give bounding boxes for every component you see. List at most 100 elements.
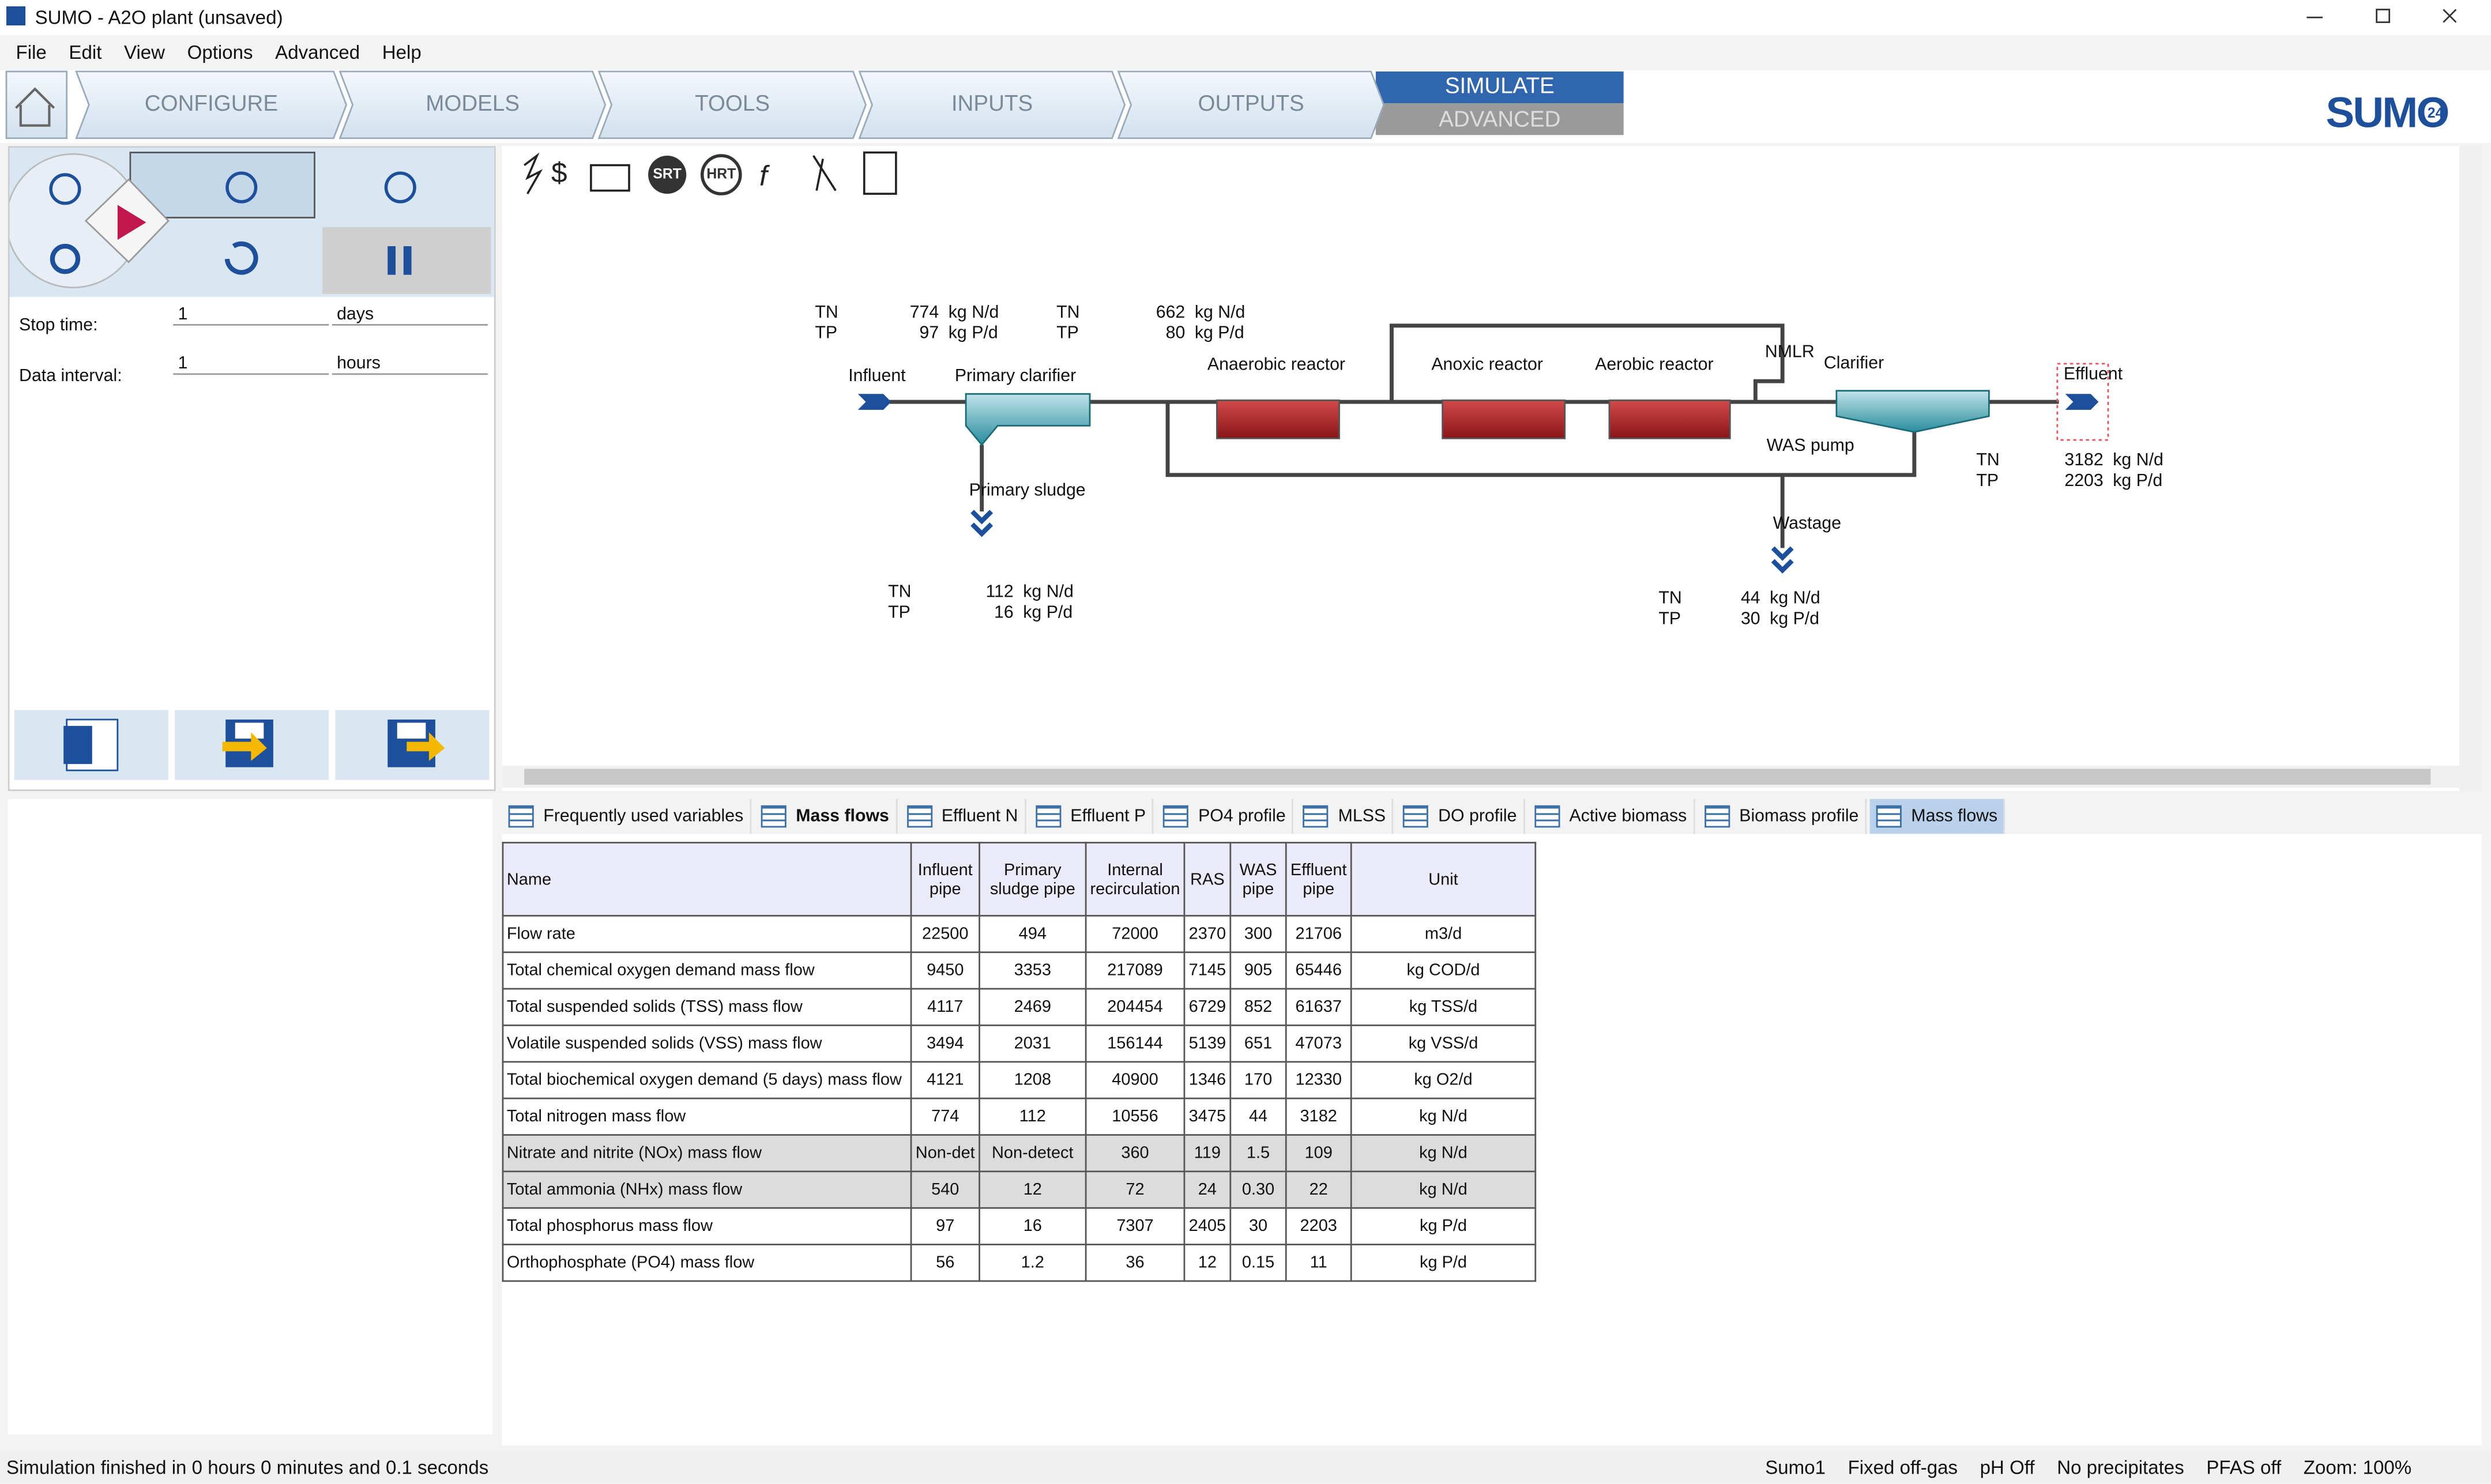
window-title: SUMO - A2O plant (unsaved) bbox=[35, 6, 283, 29]
header-cell: WAS pipe bbox=[1229, 842, 1287, 917]
tab-label: INPUTS bbox=[951, 91, 1033, 116]
menu-item[interactable]: File bbox=[16, 41, 47, 64]
tab-icon bbox=[508, 805, 534, 828]
tab[interactable] bbox=[338, 70, 607, 140]
table-cell: Flow rate bbox=[502, 914, 912, 954]
table-cell: kg P/d bbox=[1350, 1244, 1537, 1282]
stop-unit-select[interactable]: days bbox=[332, 304, 488, 326]
status-item: No precipitates bbox=[2057, 1456, 2184, 1479]
tab-label: MLSS bbox=[1338, 807, 1386, 826]
header-cell: Name bbox=[502, 842, 912, 917]
table-cell: 112 bbox=[979, 1097, 1087, 1136]
logo-text: SUMO bbox=[2326, 89, 2449, 137]
mass-box-text: 3182 bbox=[2064, 450, 2103, 469]
status-item: Sumo1 bbox=[1765, 1456, 1826, 1479]
status-item: Fixed off-gas bbox=[1847, 1456, 1958, 1479]
table-cell: 1.2 bbox=[979, 1244, 1087, 1282]
table-cell: 12330 bbox=[1285, 1061, 1352, 1099]
table-cell: 12 bbox=[1183, 1244, 1232, 1282]
table-cell: 3182 bbox=[1285, 1097, 1352, 1136]
result-tab[interactable]: Biomass profile bbox=[1698, 799, 1867, 834]
mass-box-text: 774 bbox=[910, 303, 939, 322]
table-cell: 170 bbox=[1229, 1061, 1287, 1099]
table-cell: Total suspended solids (TSS) mass flow bbox=[502, 988, 912, 1026]
interval-input[interactable]: 1 bbox=[173, 354, 329, 375]
result-tab[interactable]: PO4 profile bbox=[1157, 799, 1294, 834]
table-cell: 4117 bbox=[910, 988, 980, 1026]
table-cell: 10556 bbox=[1085, 1097, 1186, 1136]
menu-item[interactable]: Advanced bbox=[275, 41, 360, 64]
tab[interactable] bbox=[75, 70, 348, 140]
tab[interactable] bbox=[1117, 70, 1385, 140]
table-cell: 7307 bbox=[1085, 1207, 1186, 1245]
result-tab[interactable]: Effluent N bbox=[900, 799, 1026, 834]
result-tab[interactable]: DO profile bbox=[1397, 799, 1525, 834]
tab-label: SIMULATE bbox=[1445, 74, 1555, 99]
sim-controls[interactable] bbox=[9, 148, 494, 307]
tab-label: DO profile bbox=[1438, 807, 1517, 826]
table-cell: Total phosphorus mass flow bbox=[502, 1207, 912, 1245]
result-tab[interactable]: MLSS bbox=[1297, 799, 1394, 834]
tab[interactable] bbox=[597, 70, 867, 140]
interval-unit-select[interactable]: hours bbox=[332, 354, 488, 375]
table-row: Flow rate 22500 494 72000 2370 300 21706 m3/d bbox=[502, 914, 1537, 954]
result-tab[interactable]: Mass flows bbox=[1869, 799, 2006, 834]
menu-bar: File Edit View Options Advanced Help bbox=[16, 42, 444, 64]
table-cell: 47073 bbox=[1285, 1025, 1352, 1063]
mass-box-text: TN bbox=[888, 582, 911, 601]
tab-icon bbox=[761, 805, 787, 828]
result-tab[interactable]: Frequently used variables bbox=[502, 799, 752, 834]
table-cell: 1346 bbox=[1183, 1061, 1232, 1099]
result-tab[interactable]: Effluent P bbox=[1029, 799, 1154, 834]
result-tab[interactable]: Active biomass bbox=[1528, 799, 1695, 834]
table-cell: Total ammonia (NHx) mass flow bbox=[502, 1170, 912, 1209]
table-cell: kg N/d bbox=[1350, 1097, 1537, 1136]
status-item: Zoom: 100% bbox=[2303, 1456, 2412, 1479]
title-bar: SUMO - A2O plant (unsaved) bbox=[0, 0, 2491, 35]
table-cell: 22 bbox=[1285, 1170, 1352, 1209]
menu-item[interactable]: View bbox=[123, 41, 165, 64]
header-cell: RAS bbox=[1183, 842, 1232, 917]
menu-item[interactable]: Help bbox=[382, 41, 422, 64]
srt-icon[interactable]: SRT bbox=[653, 167, 682, 182]
table-cell: 36 bbox=[1085, 1244, 1186, 1282]
table-cell: 2031 bbox=[979, 1025, 1087, 1063]
stop-time-input[interactable]: 1 bbox=[173, 304, 329, 326]
status-bar: Simulation finished in 0 hours 0 minutes… bbox=[0, 1452, 2491, 1484]
unit-label: Anoxic reactor bbox=[1431, 355, 1543, 374]
table-cell: 1208 bbox=[979, 1061, 1087, 1099]
tab-icon bbox=[1035, 805, 1061, 828]
table-cell: 0.15 bbox=[1229, 1244, 1287, 1282]
table-row: Orthophosphate (PO4) mass flow 56 1.2 36 12 0… bbox=[502, 1244, 1537, 1282]
tab[interactable] bbox=[858, 70, 1126, 140]
stop-time-label: Stop time: bbox=[19, 316, 98, 336]
file-buttons[interactable] bbox=[10, 707, 494, 786]
table-cell: kg TSS/d bbox=[1350, 988, 1537, 1026]
mass-box-text: TP bbox=[1976, 471, 1999, 490]
menu-item[interactable]: Edit bbox=[69, 41, 102, 64]
table-cell: 44 bbox=[1229, 1097, 1287, 1136]
table-cell: 651 bbox=[1229, 1025, 1287, 1063]
table-cell: 360 bbox=[1085, 1134, 1186, 1173]
unit-label: Wastage bbox=[1773, 514, 1841, 533]
table-cell: 72000 bbox=[1085, 914, 1186, 954]
tab-label: TOOLS bbox=[695, 91, 770, 116]
mass-box-text: TP bbox=[815, 323, 837, 342]
table-row: Total nitrogen mass flow 774 112 10556 3475 4… bbox=[502, 1097, 1537, 1136]
tab-label: Mass flows bbox=[1911, 807, 1998, 826]
mass-box-text: 662 bbox=[1156, 303, 1186, 322]
table-cell: 4121 bbox=[910, 1061, 980, 1099]
menu-item[interactable]: Options bbox=[187, 41, 253, 64]
mass-box-text: 30 bbox=[1741, 609, 1760, 628]
status-item: PFAS off bbox=[2206, 1456, 2282, 1479]
hrt-icon[interactable]: HRT bbox=[706, 167, 736, 182]
table-cell: kg N/d bbox=[1350, 1170, 1537, 1209]
mass-flow-table: Name Influent pipe Primary sludge pipe Inte… bbox=[502, 842, 1537, 1282]
window-controls[interactable] bbox=[2287, 0, 2491, 35]
result-tab[interactable]: Mass flows bbox=[755, 799, 897, 834]
tab-label: MODELS bbox=[426, 91, 520, 116]
table-row: Total chemical oxygen demand mass flow 94… bbox=[502, 951, 1537, 990]
table-cell: 540 bbox=[910, 1170, 980, 1209]
status-item: pH Off bbox=[1980, 1456, 2035, 1479]
table-cell: 30 bbox=[1229, 1207, 1287, 1245]
